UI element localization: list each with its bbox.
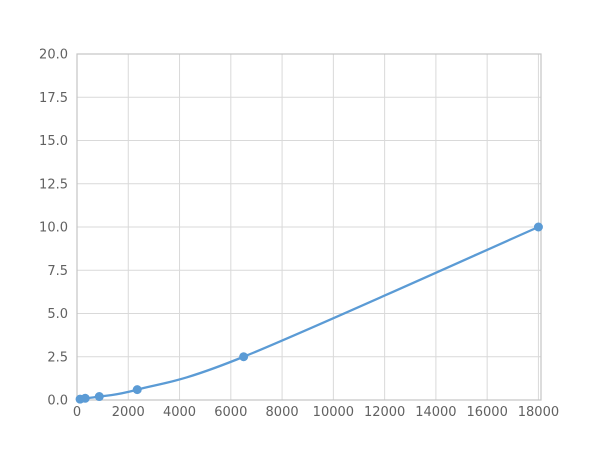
y-tick-label: 0.0: [47, 394, 68, 409]
y-tick-label: 7.5: [47, 264, 68, 279]
x-tick-label: 8000: [266, 405, 299, 420]
y-tick-label: 15.0: [39, 134, 68, 149]
y-tick-label: 5.0: [47, 307, 68, 322]
x-tick-label: 6000: [214, 405, 247, 420]
y-tick-label: 10.0: [39, 221, 68, 236]
data-point-marker: [132, 385, 142, 395]
x-tick-label: 0: [73, 405, 81, 420]
x-tick-label: 4000: [163, 405, 196, 420]
y-tick-label: 2.5: [47, 350, 68, 365]
y-tick-label: 17.5: [39, 91, 68, 106]
y-tick-label: 20.0: [39, 48, 68, 63]
x-tick-label: 16000: [466, 405, 507, 420]
x-tick-label: 14000: [415, 405, 456, 420]
x-tick-label: 2000: [112, 405, 145, 420]
data-point-marker: [239, 352, 249, 362]
x-tick-label: 10000: [313, 405, 354, 420]
x-tick-label: 12000: [364, 405, 405, 420]
data-point-marker: [80, 393, 90, 403]
x-tick-label: 18000: [518, 405, 559, 420]
data-point-marker: [94, 392, 104, 402]
data-point-marker: [533, 222, 543, 232]
y-tick-label: 12.5: [39, 177, 68, 192]
